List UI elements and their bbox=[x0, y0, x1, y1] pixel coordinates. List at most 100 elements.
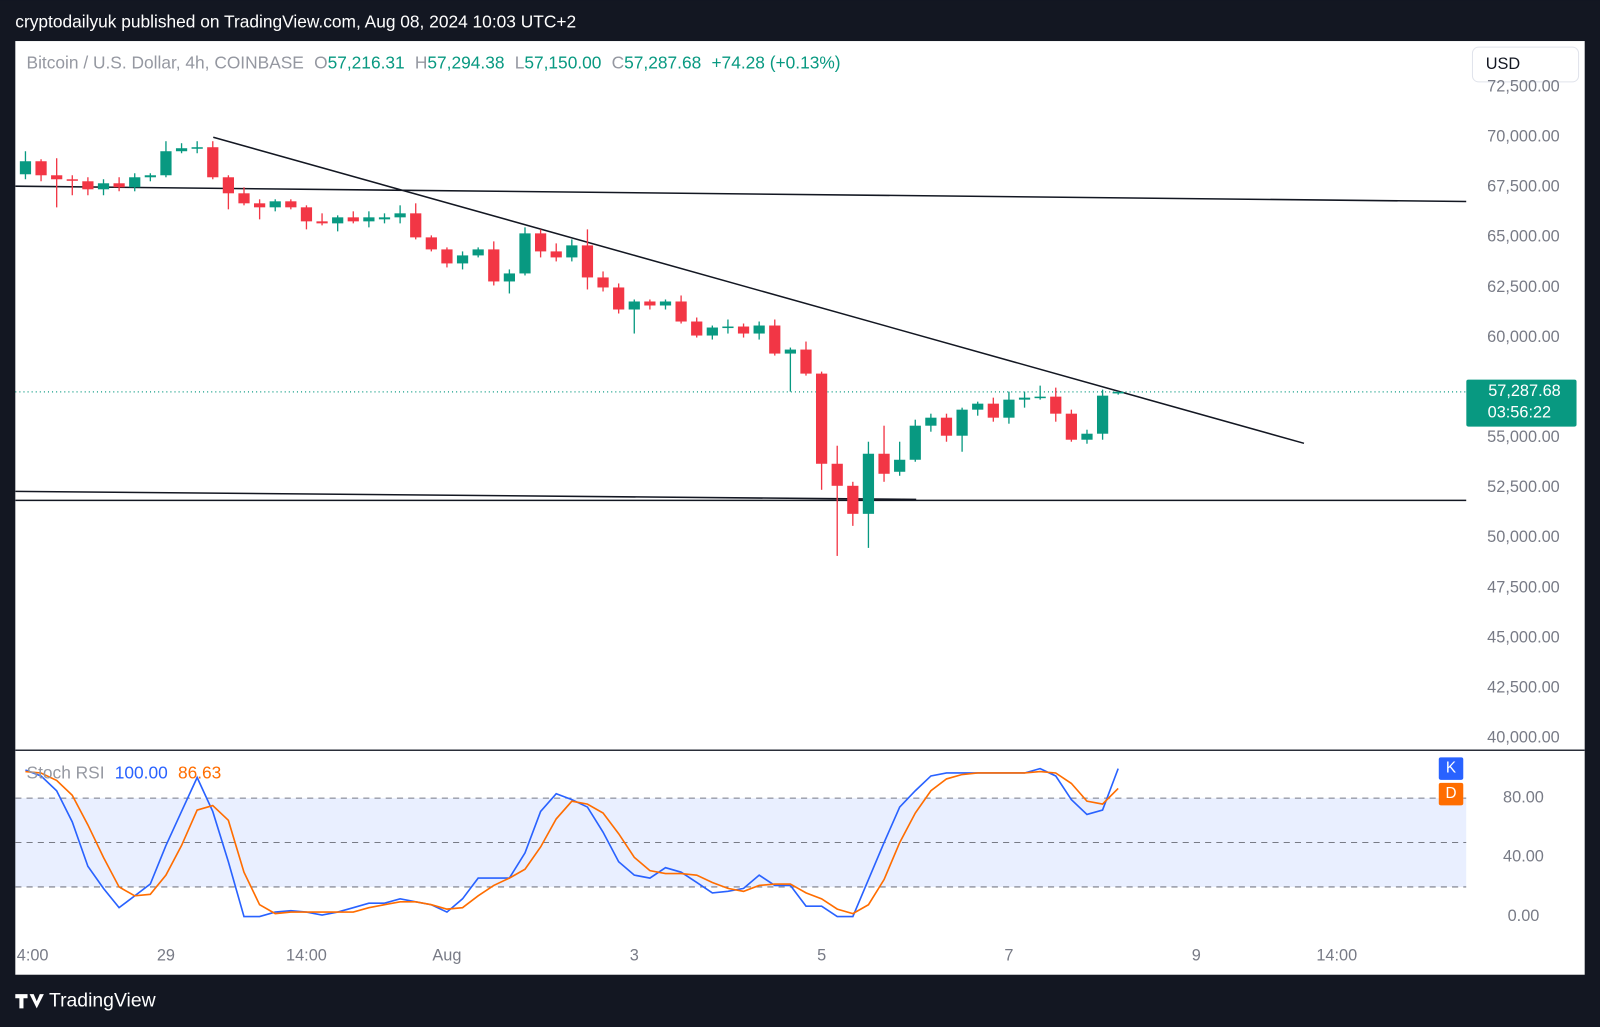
candle-body bbox=[144, 175, 156, 178]
countdown-label: 03:56:22 bbox=[1488, 404, 1551, 422]
stoch-line bbox=[25, 767, 1119, 918]
candle-body bbox=[503, 273, 515, 282]
overlay: 40,000.00 42,500.00 45,000.00 47,500.00 50,0… bbox=[17, 52, 1577, 965]
candle-body bbox=[160, 151, 172, 176]
x-tick-label: 14:00 bbox=[286, 947, 327, 965]
y-tick-label: 42,500.00 bbox=[1487, 678, 1560, 696]
ohlc-key: C bbox=[612, 52, 625, 72]
candle-body bbox=[363, 217, 375, 222]
candle-body bbox=[940, 417, 953, 436]
candle-body bbox=[597, 277, 609, 288]
price-pane bbox=[15, 136, 1467, 556]
ohlc-value: 57,216.31 bbox=[328, 52, 405, 72]
indicator-legend: Stoch RSI 100.00 86.63 bbox=[27, 762, 222, 782]
candle-body bbox=[175, 148, 188, 152]
currency-label[interactable]: USD bbox=[1486, 55, 1520, 73]
candle-body bbox=[35, 161, 47, 176]
candle-body bbox=[1096, 395, 1109, 434]
y-tick-label: 65,000.00 bbox=[1487, 228, 1560, 246]
candle-body bbox=[300, 207, 313, 222]
y-tick-label: 40.00 bbox=[1503, 848, 1544, 866]
change-value: +74.28 (+0.13%) bbox=[711, 52, 840, 72]
candle-body bbox=[238, 193, 250, 204]
legend-key-box bbox=[1438, 757, 1464, 780]
candle-body bbox=[956, 409, 968, 436]
x-tick-label: 4:00 bbox=[17, 947, 49, 965]
candle-body bbox=[1065, 413, 1077, 440]
y-tick-label: 47,500.00 bbox=[1487, 578, 1560, 596]
indicator-value: 86.63 bbox=[178, 762, 221, 782]
candle-body bbox=[1034, 396, 1046, 399]
candle-body bbox=[1081, 433, 1093, 440]
y-tick-label: 52,500.00 bbox=[1487, 478, 1560, 496]
candle-body bbox=[456, 255, 469, 264]
y-tick-label: 55,000.00 bbox=[1487, 428, 1560, 446]
indicator-value: 100.00 bbox=[115, 762, 168, 782]
y-tick-label: 72,500.00 bbox=[1487, 77, 1560, 95]
candle-body bbox=[332, 217, 344, 224]
y-tick-label: 67,500.00 bbox=[1487, 178, 1560, 196]
candle-body bbox=[659, 301, 672, 306]
x-tick-label: 7 bbox=[1004, 947, 1013, 965]
candle-body bbox=[831, 463, 843, 486]
x-tick-label: 3 bbox=[630, 947, 639, 965]
y-tick-label: 0.00 bbox=[1508, 907, 1540, 925]
candle-body bbox=[441, 249, 453, 264]
candle-body bbox=[628, 301, 640, 310]
currency-button[interactable] bbox=[1471, 46, 1580, 83]
candle-body bbox=[566, 245, 578, 258]
candle-body bbox=[550, 251, 562, 258]
candle-body bbox=[972, 403, 984, 410]
candle-body bbox=[347, 217, 359, 222]
candle-body bbox=[97, 183, 110, 190]
y-tick-label: 45,000.00 bbox=[1487, 628, 1560, 646]
candle-body bbox=[129, 177, 141, 188]
ohlc-key: O bbox=[314, 52, 327, 72]
ohlc-value: 57,294.38 bbox=[427, 52, 504, 72]
candle-body bbox=[378, 217, 391, 220]
candle-body bbox=[1112, 391, 1124, 394]
x-tick-label: 9 bbox=[1192, 947, 1201, 965]
candle-body bbox=[862, 453, 875, 514]
ohlc-value: 57,287.68 bbox=[624, 52, 701, 72]
candle-body bbox=[706, 327, 718, 336]
y-tick-label: 50,000.00 bbox=[1487, 528, 1560, 546]
last-price-box bbox=[1466, 379, 1577, 427]
candle-body bbox=[254, 203, 266, 208]
candle-body bbox=[51, 175, 63, 180]
candle-body bbox=[909, 425, 921, 460]
candle-body bbox=[534, 233, 547, 252]
candle-body bbox=[285, 201, 297, 208]
candle-body bbox=[472, 249, 484, 256]
candle-body bbox=[675, 301, 687, 322]
legend-key-box bbox=[1438, 782, 1464, 806]
y-tick-label: 60,000.00 bbox=[1487, 328, 1560, 346]
ohlc-key: H bbox=[415, 52, 428, 72]
x-tick-label: Aug bbox=[432, 947, 461, 965]
x-tick-label: 29 bbox=[157, 947, 175, 965]
candle-body bbox=[394, 213, 406, 218]
indicator-title: Stoch RSI bbox=[27, 762, 105, 782]
candle-body bbox=[847, 485, 859, 514]
candle-body bbox=[222, 177, 235, 194]
y-tick-label: 62,500.00 bbox=[1487, 278, 1560, 296]
x-tick-label: 14:00 bbox=[1316, 947, 1357, 965]
candle-body bbox=[737, 326, 750, 334]
candle-body bbox=[815, 373, 828, 464]
y-tick-label: 70,000.00 bbox=[1487, 128, 1560, 146]
stoch-line bbox=[25, 770, 1119, 915]
y-tick-label: 80.00 bbox=[1503, 788, 1544, 806]
stoch-pane bbox=[15, 767, 1467, 918]
candle-body bbox=[722, 326, 734, 329]
symbol-legend: Bitcoin / U.S. Dollar, 4h, COINBASE O57,2… bbox=[27, 52, 841, 72]
candle-body bbox=[191, 147, 203, 149]
brand-name: TradingView bbox=[49, 989, 157, 1011]
candle-body bbox=[878, 453, 890, 474]
candle-body bbox=[19, 161, 32, 175]
x-tick-label: 5 bbox=[817, 947, 826, 965]
y-tick-label: 40,000.00 bbox=[1487, 729, 1560, 747]
candle-body bbox=[613, 287, 625, 310]
legend-key-label: K bbox=[1446, 760, 1457, 777]
